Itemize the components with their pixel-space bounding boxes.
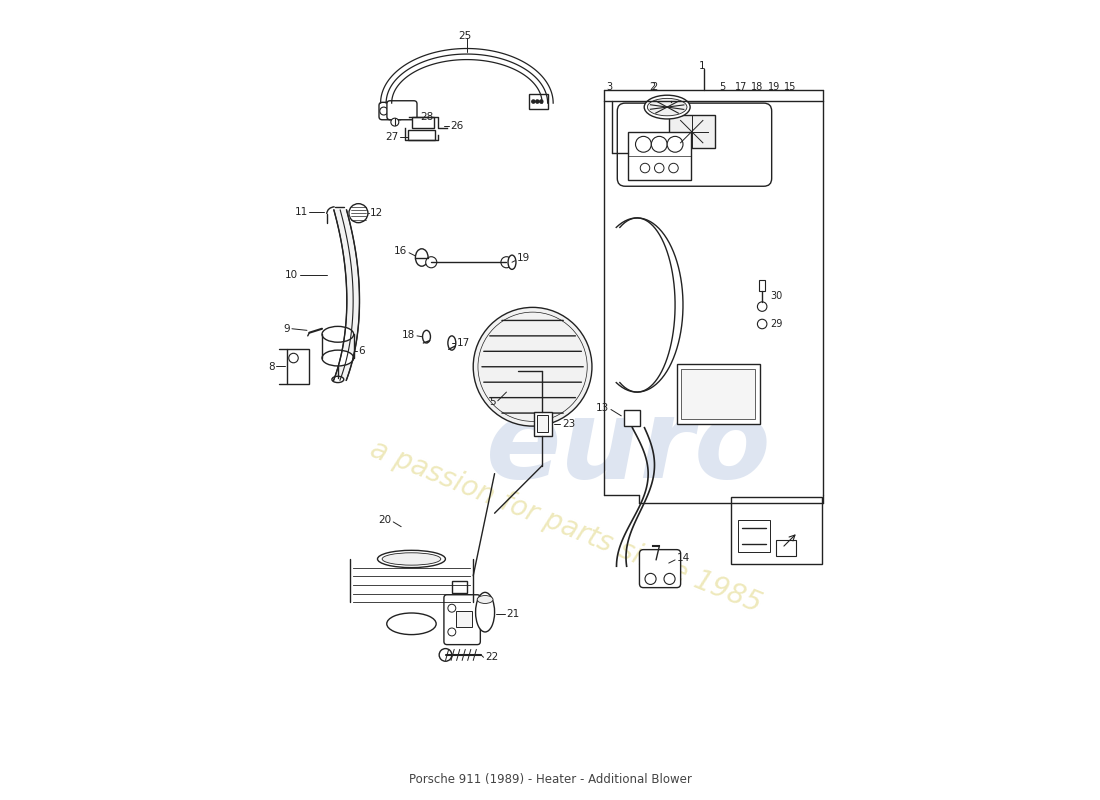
Text: a passion for parts since 1985: a passion for parts since 1985 [366,435,766,618]
Text: Porsche 911 (1989) - Heater - Additional Blower: Porsche 911 (1989) - Heater - Additional… [408,774,692,786]
Circle shape [536,100,539,103]
Ellipse shape [645,95,690,119]
Circle shape [500,257,512,268]
Circle shape [645,574,656,585]
Circle shape [664,574,675,585]
Ellipse shape [322,326,354,342]
Bar [738,520,770,552]
Text: 21: 21 [506,609,519,618]
Text: 10: 10 [285,270,298,280]
Ellipse shape [422,330,430,343]
Bar [412,117,434,129]
Circle shape [379,107,387,115]
Circle shape [531,100,535,103]
Bar [537,415,549,433]
Bar [628,133,691,180]
Text: 13: 13 [596,403,609,413]
Text: 2: 2 [651,82,658,92]
Circle shape [654,163,664,173]
Bar [407,130,436,140]
Circle shape [448,604,455,612]
Text: 9: 9 [284,324,290,334]
Circle shape [289,354,298,362]
Text: 3: 3 [606,82,613,92]
Bar [730,497,822,564]
Circle shape [426,257,437,268]
Circle shape [651,136,668,152]
Ellipse shape [648,98,688,116]
FancyBboxPatch shape [617,103,772,186]
Circle shape [540,100,543,103]
Text: 5: 5 [490,397,496,406]
Text: 28: 28 [420,111,433,122]
Text: 27: 27 [385,132,398,142]
Bar [669,115,715,148]
Circle shape [669,163,679,173]
Circle shape [349,204,367,222]
Text: 17: 17 [456,338,470,348]
FancyBboxPatch shape [379,102,403,120]
Circle shape [473,307,592,426]
Text: 26: 26 [450,121,463,131]
Text: 19: 19 [517,254,530,263]
Text: 18: 18 [403,330,416,340]
Text: euro: euro [486,394,772,501]
Bar [777,540,796,556]
Text: 5: 5 [719,82,726,92]
Text: 25: 25 [458,31,471,41]
Circle shape [640,163,650,173]
Text: 22: 22 [485,652,498,662]
Text: 2: 2 [649,82,656,92]
Ellipse shape [416,249,428,266]
Circle shape [636,136,651,152]
Circle shape [758,302,767,311]
Circle shape [758,319,767,329]
Text: 17: 17 [735,82,747,92]
Text: 30: 30 [770,290,782,301]
Text: 14: 14 [676,554,690,563]
Bar [455,611,472,627]
Ellipse shape [508,255,516,270]
Ellipse shape [477,595,493,603]
Bar [287,349,309,384]
Ellipse shape [332,376,344,382]
Circle shape [668,136,683,152]
Ellipse shape [475,592,495,632]
Text: 1: 1 [698,61,705,71]
Text: 20: 20 [378,515,392,526]
Text: 29: 29 [770,319,782,329]
Circle shape [390,118,399,126]
Circle shape [448,628,455,636]
Ellipse shape [322,350,354,366]
FancyBboxPatch shape [529,94,548,109]
FancyBboxPatch shape [444,594,481,645]
Bar [676,364,760,424]
Circle shape [439,649,452,662]
Bar [681,369,755,419]
Ellipse shape [382,553,441,565]
Text: 11: 11 [295,206,308,217]
Bar [452,581,468,593]
Ellipse shape [387,613,437,634]
Text: 8: 8 [268,362,275,372]
Text: 12: 12 [371,208,384,218]
Text: 19: 19 [768,82,780,92]
Text: 18: 18 [751,82,763,92]
Bar [625,410,640,426]
Bar [535,412,551,436]
Ellipse shape [377,550,446,568]
Bar [759,280,766,290]
Text: 15: 15 [784,82,796,92]
FancyBboxPatch shape [639,550,681,588]
Text: 16: 16 [394,246,407,256]
Text: 23: 23 [562,418,575,429]
Text: 6: 6 [359,346,365,356]
FancyBboxPatch shape [387,101,417,120]
Ellipse shape [448,336,455,350]
